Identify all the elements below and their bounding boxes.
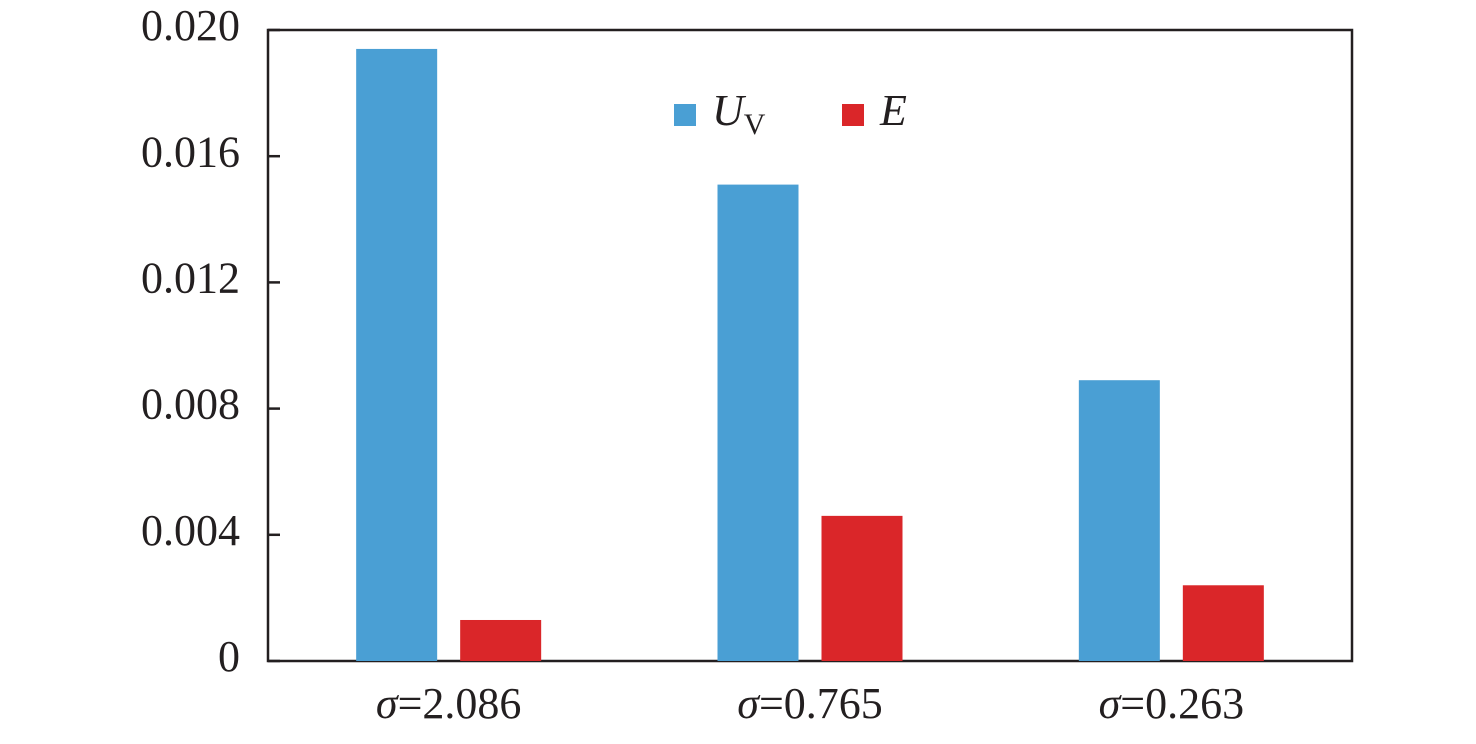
bar bbox=[356, 48, 438, 662]
bar bbox=[1182, 585, 1264, 661]
y-tick-label: 0.008 bbox=[141, 380, 240, 429]
y-tick-label: 0.020 bbox=[141, 1, 240, 50]
y-tick-label: 0.016 bbox=[141, 127, 240, 176]
x-tick-label: σ=0.765 bbox=[737, 679, 883, 728]
bar bbox=[1078, 380, 1160, 661]
y-tick-label: 0 bbox=[218, 632, 240, 681]
legend-swatch bbox=[842, 104, 864, 126]
bar bbox=[821, 515, 903, 661]
y-tick-label: 0.004 bbox=[141, 506, 240, 555]
bar bbox=[717, 184, 799, 661]
x-tick-label: σ=0.263 bbox=[1099, 679, 1245, 728]
legend-label: UV bbox=[712, 86, 766, 141]
legend-swatch bbox=[674, 104, 696, 126]
y-tick-label: 0.012 bbox=[141, 253, 240, 302]
legend-label: E bbox=[879, 86, 907, 135]
plot-frame bbox=[266, 28, 1354, 663]
x-tick-label: σ=2.086 bbox=[376, 679, 522, 728]
bar bbox=[460, 619, 542, 661]
